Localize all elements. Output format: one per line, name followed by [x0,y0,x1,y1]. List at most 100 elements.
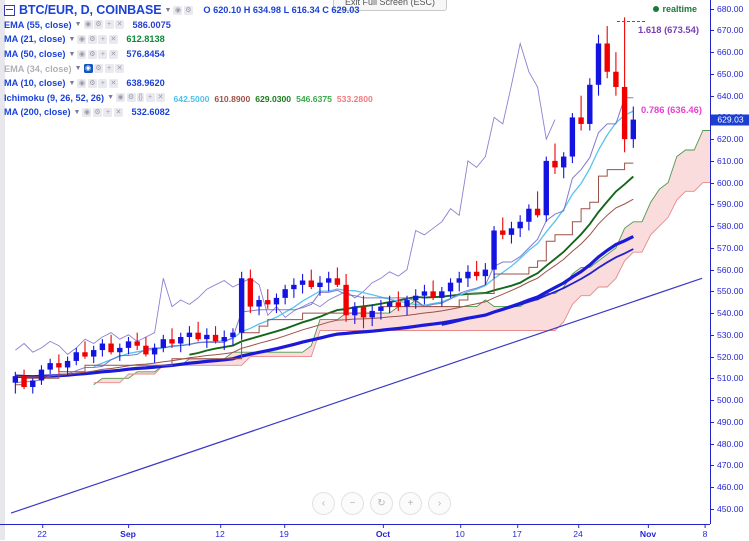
time-tick: 19 [279,525,289,539]
fib-1618-line [617,21,645,22]
time-tick: 8 [702,525,708,539]
eye-icon[interactable]: ◉ [77,78,87,88]
close-icon[interactable]: ✕ [108,49,118,59]
indicator-name[interactable]: Ichimoku (9, 26, 52, 26) [4,92,105,103]
eye-icon[interactable]: ◉ [83,20,93,30]
chevron-down-icon[interactable]: ▼ [73,108,81,116]
close-icon[interactable]: ✕ [115,64,125,74]
scroll-right-button[interactable]: › [428,492,451,515]
indicator-name[interactable]: MA (21, close) [4,34,66,45]
plus-icon[interactable]: + [98,78,108,88]
price-tick: 540.00 [711,308,743,318]
exit-fullscreen-tooltip[interactable]: Exit Full Screen (ESC) [333,0,447,11]
eye-icon[interactable]: ◉ [77,49,87,59]
eye-icon[interactable]: ◉ [77,34,87,44]
gear-icon[interactable]: ⚙ [94,20,104,30]
eye-icon[interactable]: ◉ [83,64,93,74]
ichimoku-values: 642.5000 610.8900 629.0300 546.6375 533.2800 [174,89,378,107]
left-gutter [0,0,5,524]
gear-icon[interactable]: ⚙ [87,78,97,88]
chevron-down-icon[interactable]: ▼ [107,94,115,102]
scroll-left-button[interactable]: ‹ [312,492,335,515]
chart-nav-buttons: ‹ − ↻ + › [312,492,451,515]
close-icon[interactable]: ✕ [156,93,166,103]
ohlc-values: O 620.10 H 634.98 L 616.34 C 629.03 [203,5,360,16]
legend-symbol-row[interactable]: BTC/EUR, D, COINBASE ▼ ◉ ⚙ O 620.10 H 63… [4,3,378,18]
eye-icon[interactable]: ◉ [82,107,92,117]
chevron-down-icon[interactable]: ▼ [74,21,82,29]
legend-row-ema34[interactable]: EMA (34, close) ▼ ◉ ⚙ + ✕ [4,61,378,76]
status-dot-icon [653,6,660,12]
price-tick: 640.00 [711,91,743,101]
time-tick: Sep [120,525,136,539]
ichimoku-value: 629.0300 [255,93,292,104]
gear-icon[interactable]: ⚙ [92,107,102,117]
plus-icon[interactable]: + [104,20,114,30]
price-tick: 560.00 [711,265,743,275]
gear-icon[interactable]: ⚙ [183,5,193,15]
eye-icon[interactable]: ◉ [173,5,183,15]
price-tick: 680.00 [711,4,743,14]
legend-row-ma200[interactable]: MA (200, close) ▼ ◉ ⚙ + ✕ 532.6082 [4,105,378,120]
ichimoku-value: 546.6375 [296,93,332,104]
close-icon[interactable]: ✕ [108,78,118,88]
indicator-name[interactable]: MA (50, close) [4,49,66,60]
bottom-left-gutter [0,524,5,540]
price-tick: 590.00 [711,199,743,209]
eye-icon[interactable]: ◉ [116,93,126,103]
legend-row-ma50[interactable]: MA (50, close) ▼ ◉ ⚙ + ✕ 576.8454 [4,47,378,62]
price-tick: 650.00 [711,69,743,79]
indicator-value: 576.8454 [126,49,165,60]
plus-icon[interactable]: + [104,64,114,74]
legend-row-ichimoku[interactable]: Ichimoku (9, 26, 52, 26) ▼ ◉ ⚙ {} + ✕ 64… [4,91,378,106]
gear-icon[interactable]: ⚙ [87,34,97,44]
price-tick: 450.00 [711,504,743,514]
reset-chart-button[interactable]: ↻ [370,492,393,515]
chevron-down-icon[interactable]: ▼ [74,65,82,73]
brackets-icon[interactable]: {} [137,93,145,103]
indicator-name[interactable]: MA (10, close) [4,78,66,89]
zoom-out-button[interactable]: − [341,492,364,515]
chevron-down-icon[interactable]: ▼ [68,79,76,87]
chevron-down-icon[interactable]: ▼ [68,35,76,43]
plus-icon[interactable]: + [145,93,155,103]
gear-icon[interactable]: ⚙ [94,64,104,74]
price-tick: 470.00 [711,460,743,470]
indicator-value: 612.8138 [126,34,165,45]
price-tick: 530.00 [711,330,743,340]
plus-icon[interactable]: + [103,107,113,117]
close-icon[interactable]: ✕ [115,20,125,30]
price-axis[interactable]: 680.00670.00660.00650.00640.00630.00620.… [710,0,749,524]
close-icon[interactable]: ✕ [108,34,118,44]
price-tick: 510.00 [711,373,743,383]
price-tick: 620.00 [711,134,743,144]
legend-row-ma21[interactable]: MA (21, close) ▼ ◉ ⚙ + ✕ 612.8138 [4,32,378,47]
indicator-name[interactable]: MA (200, close) [4,107,71,118]
indicator-value: 586.0075 [132,19,171,30]
gear-icon[interactable]: ⚙ [126,93,136,103]
time-tick: 10 [455,525,465,539]
time-axis[interactable]: 22 Sep 12 19 Oct 10 17 24 Nov 8 [0,524,710,541]
indicator-name[interactable]: EMA (55, close) [4,19,72,30]
legend-row-ma10[interactable]: MA (10, close) ▼ ◉ ⚙ + ✕ 638.9620 [4,76,378,91]
price-tick: 570.00 [711,243,743,253]
symbol-title[interactable]: BTC/EUR, D, COINBASE [19,3,162,18]
gear-icon[interactable]: ⚙ [87,49,97,59]
zoom-in-button[interactable]: + [399,492,422,515]
price-tick: 600.00 [711,178,743,188]
price-tick: 580.00 [711,221,743,231]
indicator-name[interactable]: EMA (34, close) [4,63,72,74]
indicator-value: 532.6082 [131,107,170,118]
price-tick: 550.00 [711,286,743,296]
chevron-down-icon[interactable]: ▼ [164,6,172,14]
plus-icon[interactable]: + [98,34,108,44]
time-tick: 17 [512,525,522,539]
close-icon[interactable]: ✕ [113,107,123,117]
chevron-down-icon[interactable]: ▼ [68,50,76,58]
legend-row-ema55[interactable]: EMA (55, close) ▼ ◉ ⚙ + ✕ 586.0075 [4,18,378,33]
plus-icon[interactable]: + [98,49,108,59]
collapse-icon[interactable] [4,4,15,16]
price-tick: 610.00 [711,156,743,166]
price-chart-canvas[interactable] [5,0,710,524]
